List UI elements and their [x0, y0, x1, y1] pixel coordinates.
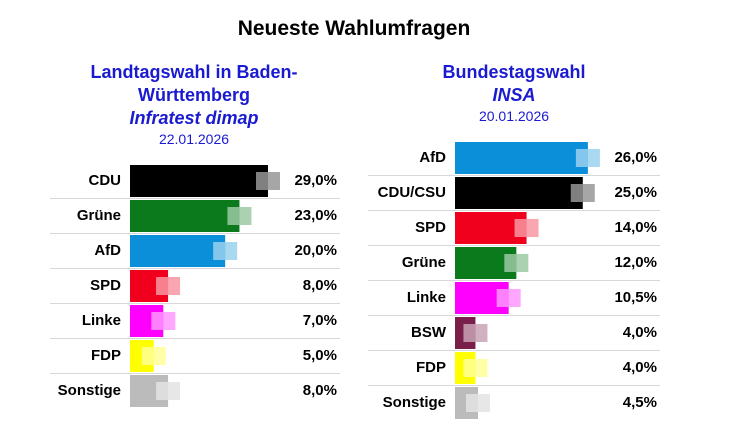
party-label: Sonstige — [57, 382, 121, 399]
party-label: AfD — [94, 242, 121, 259]
chart-title: Landtagswahl in Baden-Württemberg — [90, 62, 298, 105]
party-label: Linke — [81, 312, 121, 329]
trend-marker — [496, 289, 509, 307]
trend-marker — [526, 219, 539, 237]
poll-date: 22.01.2026 — [158, 131, 230, 147]
bar — [455, 177, 583, 209]
value-label: 4,5% — [622, 394, 657, 411]
party-label: FDP — [416, 359, 446, 376]
trend-marker — [168, 382, 181, 400]
value-label: 26,0% — [614, 149, 657, 166]
bar — [130, 200, 240, 232]
party-label: BSW — [411, 324, 446, 341]
trend-marker — [466, 394, 478, 412]
page-title: Neueste Wahlumfragen — [237, 17, 471, 40]
party-label: CDU/CSU — [377, 184, 446, 201]
trend-marker — [225, 242, 238, 260]
value-label: 10,5% — [614, 289, 657, 306]
value-label: 29,0% — [294, 172, 337, 189]
trend-marker — [256, 172, 268, 190]
trend-marker — [213, 242, 226, 260]
trend-marker — [514, 219, 527, 237]
value-label: 23,0% — [294, 207, 337, 224]
chart-header: Bundestagswahl INSA 20.01.2026 — [384, 61, 644, 126]
trend-marker — [151, 312, 164, 330]
party-label: FDP — [91, 347, 121, 364]
trend-marker — [587, 149, 600, 167]
trend-marker — [153, 347, 166, 365]
value-label: 25,0% — [614, 184, 657, 201]
party-label: Grüne — [76, 207, 121, 224]
trend-marker — [168, 277, 181, 295]
party-label: SPD — [90, 277, 121, 294]
chart-title: Bundestagswahl — [442, 62, 586, 82]
trend-marker — [516, 254, 529, 272]
trend-marker — [268, 172, 280, 190]
value-label: 4,0% — [622, 324, 657, 341]
trend-marker — [508, 289, 521, 307]
trend-marker — [463, 359, 476, 377]
trend-marker — [156, 277, 169, 295]
poll-institute: INSA — [492, 85, 536, 105]
party-label: SPD — [415, 219, 446, 236]
value-label: 12,0% — [614, 254, 657, 271]
value-label: 4,0% — [622, 359, 657, 376]
trend-marker — [163, 312, 176, 330]
poll-institute: Infratest dimap — [129, 108, 259, 128]
trend-marker — [478, 394, 490, 412]
party-label: Grüne — [401, 254, 446, 271]
trend-marker — [570, 184, 583, 202]
party-label: CDU — [88, 172, 122, 189]
party-label: Linke — [406, 289, 446, 306]
bar — [130, 165, 268, 197]
trend-marker — [575, 149, 588, 167]
trend-marker — [475, 359, 488, 377]
trend-marker — [475, 324, 488, 342]
chart-header: Landtagswahl in Baden-Württemberg Infrate… — [64, 61, 324, 149]
value-label: 7,0% — [302, 312, 337, 329]
value-label: 20,0% — [294, 242, 337, 259]
trend-marker — [239, 207, 252, 225]
trend-marker — [227, 207, 240, 225]
value-label: 8,0% — [302, 382, 337, 399]
bar — [130, 235, 226, 267]
trend-marker — [582, 184, 595, 202]
bar — [455, 142, 588, 174]
trend-marker — [156, 382, 169, 400]
value-label: 14,0% — [614, 219, 657, 236]
trend-marker — [504, 254, 517, 272]
trend-marker — [141, 347, 154, 365]
party-label: AfD — [419, 149, 446, 166]
trend-marker — [463, 324, 476, 342]
poll-date: 20.01.2026 — [478, 108, 550, 124]
party-label: Sonstige — [382, 394, 446, 411]
value-label: 5,0% — [302, 347, 337, 364]
value-label: 8,0% — [302, 277, 337, 294]
